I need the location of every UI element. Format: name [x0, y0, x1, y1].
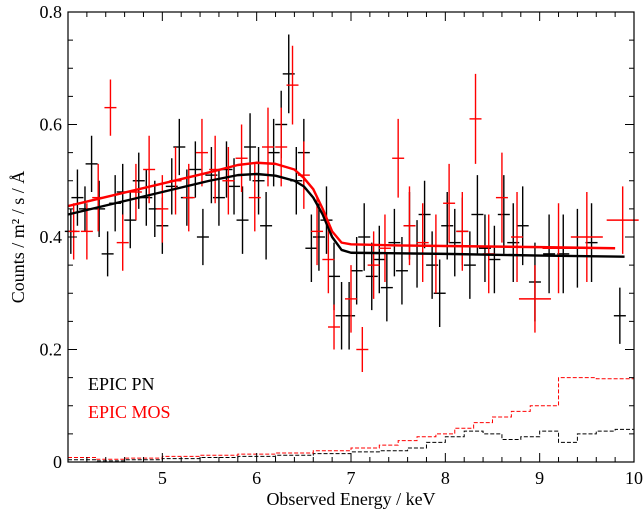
background-spectrum-mos — [68, 377, 634, 460]
x-tick-label: 5 — [158, 468, 167, 488]
y-tick-label: 0.8 — [40, 2, 63, 22]
x-tick-label: 7 — [347, 468, 356, 488]
tick-labels: 5 6 7 8 9 10 0 0.2 0.4 0.6 0.8 — [40, 2, 644, 488]
y-tick-label: 0.2 — [40, 340, 63, 360]
y-tick-label: 0.6 — [40, 115, 63, 135]
x-axis-title: Observed Energy / keV — [266, 489, 435, 509]
x-tick-label: 10 — [625, 468, 643, 488]
x-tick-label: 8 — [441, 468, 450, 488]
x-tick-label: 9 — [535, 468, 544, 488]
model-curve-mos — [67, 161, 616, 250]
model-curves — [67, 161, 625, 258]
x-tick-label: 6 — [252, 468, 261, 488]
axis-ticks — [68, 11, 635, 463]
model-curve-pn — [67, 172, 625, 258]
y-axis-title: Counts / m² / s / Å — [8, 171, 28, 303]
y-tick-label: 0 — [53, 452, 62, 472]
legend-epic-mos: EPIC MOS — [88, 402, 171, 422]
y-tick-label: 0.4 — [40, 227, 63, 247]
legend-epic-pn: EPIC PN — [88, 374, 155, 394]
data-points — [64, 34, 639, 372]
